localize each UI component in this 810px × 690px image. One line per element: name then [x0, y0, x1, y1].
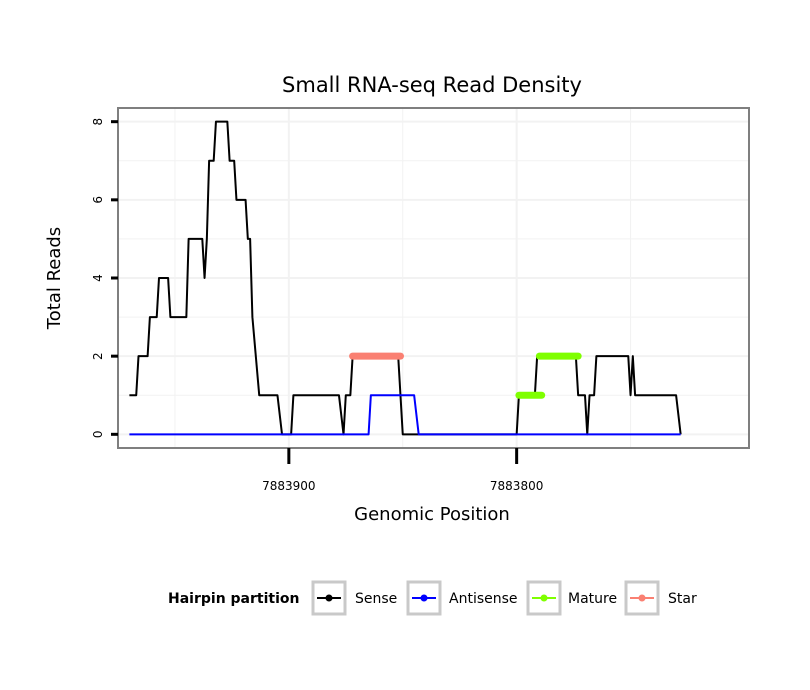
legend: Hairpin partition Sense Antisense Mature St…: [168, 580, 697, 616]
y-tick-label: 6: [91, 196, 105, 204]
y-tick-label: 8: [91, 118, 105, 126]
legend-item-sense: Sense: [311, 580, 397, 616]
antisense-series-line: [129, 394, 681, 436]
x-axis: 7883900 7883800: [262, 448, 543, 493]
legend-key-dot: [540, 594, 548, 602]
legend-title: Hairpin partition: [168, 591, 299, 607]
legend-label: Star: [668, 591, 697, 607]
y-tick-label: 0: [91, 431, 105, 439]
legend-key-dot: [325, 594, 333, 602]
x-tick-label: 7883900: [262, 479, 315, 493]
series-layer: [129, 120, 682, 436]
x-tick-label: 7883800: [490, 479, 543, 493]
legend-item-antisense: Antisense: [406, 580, 518, 616]
legend-label: Sense: [355, 591, 397, 607]
y-axis-title: Total Reads: [44, 227, 65, 330]
legend-key-dot: [638, 594, 646, 602]
legend-label: Mature: [568, 591, 617, 607]
legend-item-mature: Mature: [526, 580, 617, 616]
sense-series-line: [129, 120, 682, 436]
y-tick-label: 2: [91, 352, 105, 360]
y-tick-label: 4: [91, 274, 105, 282]
y-axis: 0 2 4 6 8: [91, 118, 118, 438]
legend-label: Antisense: [449, 591, 518, 607]
x-axis-title: Genomic Position: [354, 504, 510, 525]
chart-title: Small RNA-seq Read Density: [282, 73, 582, 97]
legend-item-star: Star: [624, 580, 697, 616]
legend-key-dot: [420, 594, 428, 602]
